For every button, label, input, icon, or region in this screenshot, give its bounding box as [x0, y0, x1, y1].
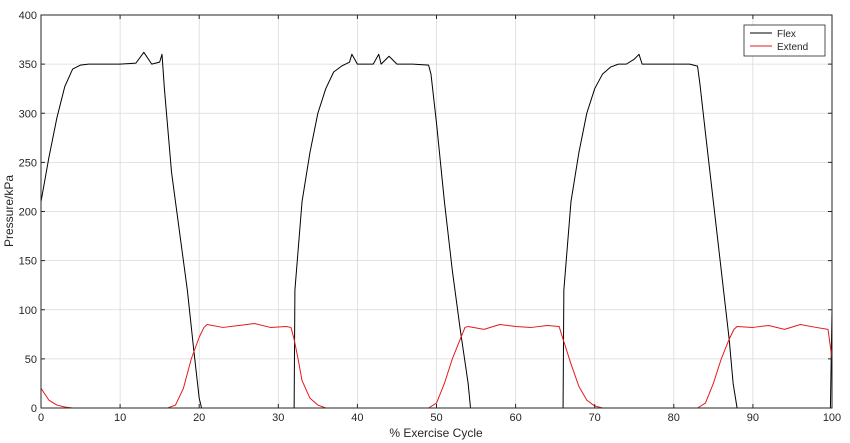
- y-tick-label: 400: [19, 10, 37, 22]
- y-tick-label: 50: [25, 354, 37, 366]
- x-tick-label: 50: [430, 412, 442, 424]
- axis-ticks: 0 10 20 30 40 50 60 70 80 90 100 0 50 100 150 200 250 300…: [19, 10, 842, 424]
- x-tick-label: 0: [38, 412, 44, 424]
- legend-box: [743, 24, 826, 57]
- series-layer: [40, 51, 833, 409]
- legend-label-flex: Flex: [777, 29, 796, 40]
- series-line-extend: [40, 323, 833, 409]
- y-tick-label: 100: [19, 305, 37, 317]
- legend: Flex Extend: [743, 24, 826, 57]
- y-tick-label: 250: [19, 157, 37, 169]
- x-tick-label: 70: [589, 412, 601, 424]
- x-tick-label: 20: [193, 412, 205, 424]
- y-tick-label: 0: [31, 403, 37, 415]
- x-tick-label: 80: [668, 412, 680, 424]
- y-tick-label: 150: [19, 256, 37, 268]
- y-tick-label: 200: [19, 207, 37, 219]
- x-tick-label: 30: [272, 412, 284, 424]
- grid-lines: [41, 15, 832, 408]
- y-tick-label: 300: [19, 108, 37, 120]
- x-tick-label: 90: [747, 412, 759, 424]
- x-tick-label: 10: [114, 412, 126, 424]
- series-line-flex: [40, 51, 833, 409]
- legend-label-extend: Extend: [777, 42, 808, 53]
- x-tick-label: 60: [509, 412, 521, 424]
- x-tick-label: 100: [823, 412, 841, 424]
- x-tick-label: 40: [351, 412, 363, 424]
- x-axis-title: % Exercise Cycle: [389, 426, 483, 440]
- y-tick-label: 350: [19, 59, 37, 71]
- y-axis-title: Pressure/kPa: [2, 175, 16, 247]
